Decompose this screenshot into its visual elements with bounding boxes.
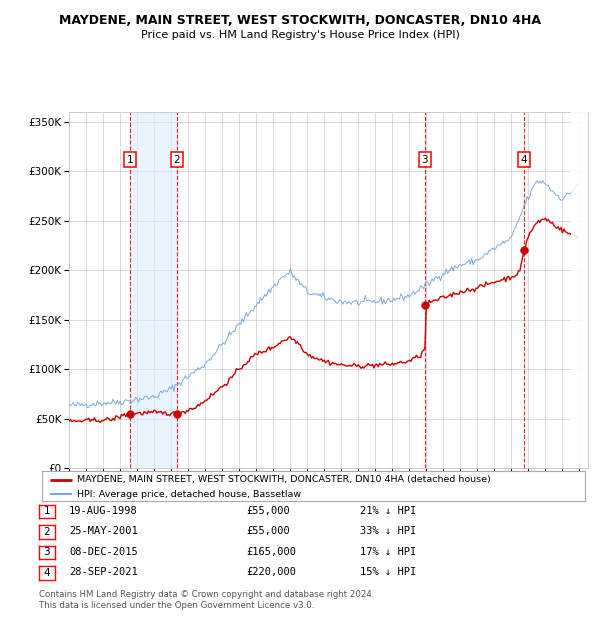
Bar: [571, 112, 588, 468]
Text: MAYDENE, MAIN STREET, WEST STOCKWITH, DONCASTER, DN10 4HA (detached house): MAYDENE, MAIN STREET, WEST STOCKWITH, DO…: [77, 475, 491, 484]
Text: 3: 3: [422, 155, 428, 165]
Text: 25-MAY-2001: 25-MAY-2001: [69, 526, 138, 536]
Text: 1: 1: [127, 155, 133, 165]
Text: 19-AUG-1998: 19-AUG-1998: [69, 506, 138, 516]
Text: Contains HM Land Registry data © Crown copyright and database right 2024.: Contains HM Land Registry data © Crown c…: [39, 590, 374, 600]
Text: 4: 4: [521, 155, 527, 165]
Text: 3: 3: [43, 547, 50, 557]
Text: 2: 2: [43, 527, 50, 537]
Text: This data is licensed under the Open Government Licence v3.0.: This data is licensed under the Open Gov…: [39, 601, 314, 611]
Text: 21% ↓ HPI: 21% ↓ HPI: [360, 506, 416, 516]
Text: 17% ↓ HPI: 17% ↓ HPI: [360, 547, 416, 557]
Text: HPI: Average price, detached house, Bassetlaw: HPI: Average price, detached house, Bass…: [77, 490, 301, 499]
Text: 4: 4: [43, 568, 50, 578]
Text: 15% ↓ HPI: 15% ↓ HPI: [360, 567, 416, 577]
Text: 28-SEP-2021: 28-SEP-2021: [69, 567, 138, 577]
Text: £55,000: £55,000: [246, 506, 290, 516]
Text: Price paid vs. HM Land Registry's House Price Index (HPI): Price paid vs. HM Land Registry's House …: [140, 30, 460, 40]
Text: 1: 1: [43, 507, 50, 516]
Text: £220,000: £220,000: [246, 567, 296, 577]
Text: 33% ↓ HPI: 33% ↓ HPI: [360, 526, 416, 536]
Text: £55,000: £55,000: [246, 526, 290, 536]
Text: £165,000: £165,000: [246, 547, 296, 557]
Text: MAYDENE, MAIN STREET, WEST STOCKWITH, DONCASTER, DN10 4HA: MAYDENE, MAIN STREET, WEST STOCKWITH, DO…: [59, 14, 541, 27]
Text: 08-DEC-2015: 08-DEC-2015: [69, 547, 138, 557]
Text: 2: 2: [173, 155, 180, 165]
Bar: [130, 112, 177, 468]
